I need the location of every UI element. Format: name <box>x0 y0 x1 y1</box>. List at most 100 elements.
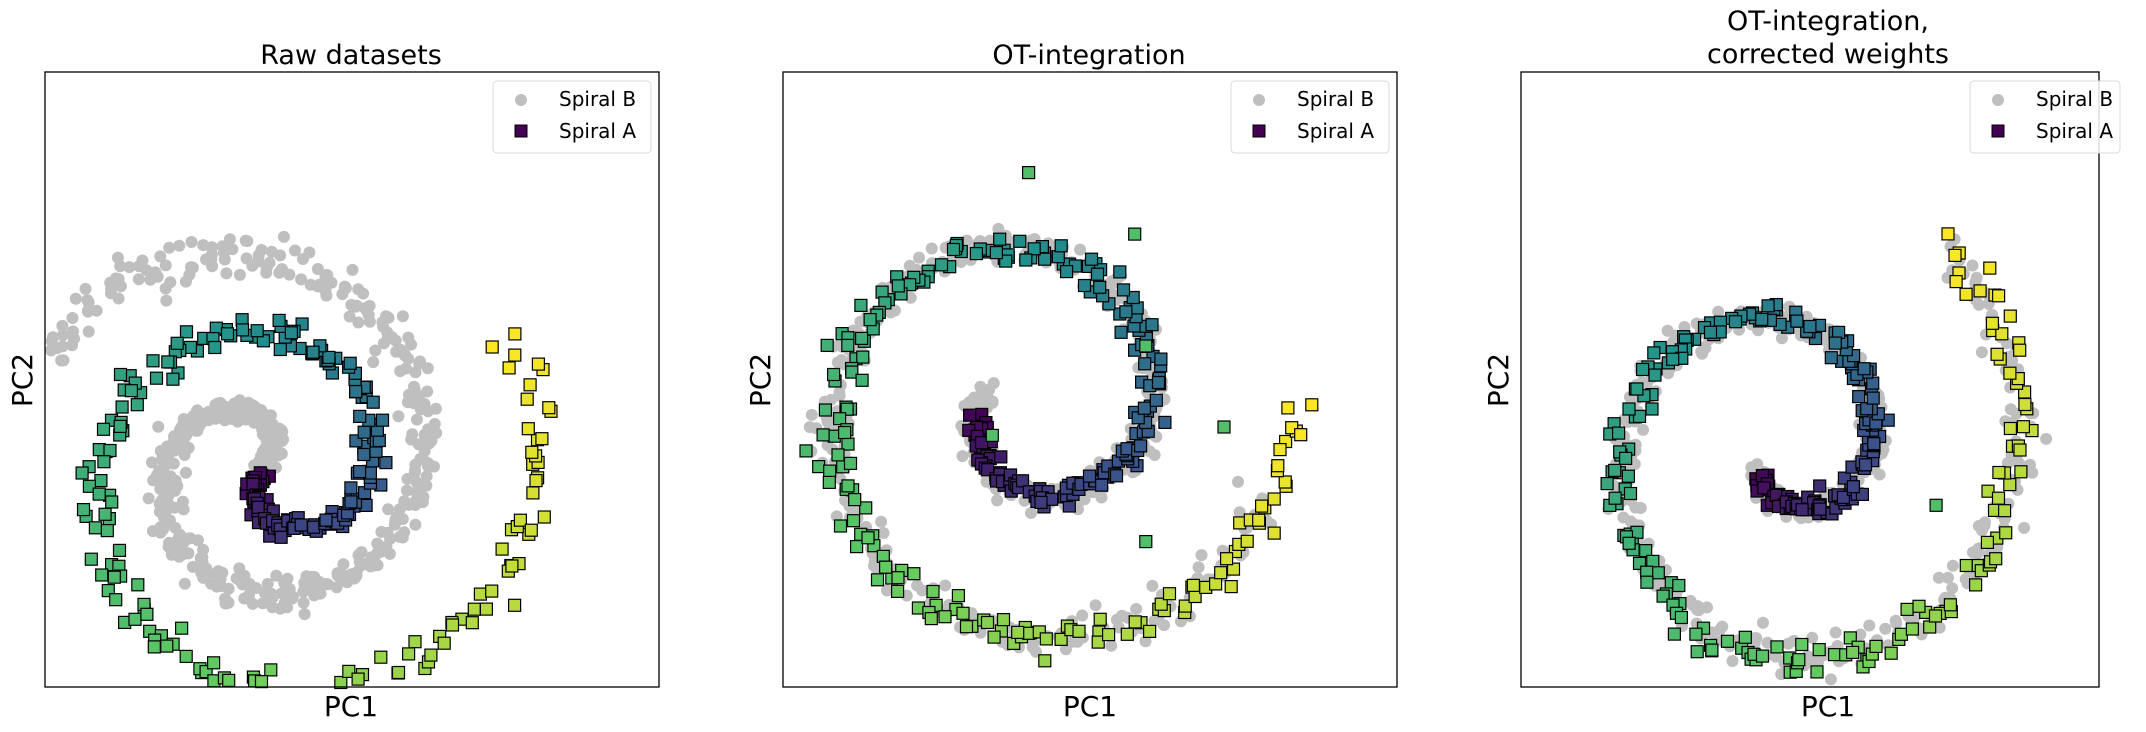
spiral-a-point <box>1128 615 1142 629</box>
spiral-a-point <box>1803 319 1817 334</box>
spiral-a-point <box>161 355 175 369</box>
spiral-a-point <box>1959 287 1973 301</box>
spiral-a-point <box>1208 577 1223 591</box>
spiral-a-point <box>1622 536 1636 550</box>
spiral-a-point <box>128 612 142 626</box>
spiral-b-point <box>396 513 409 525</box>
spiral-b-point <box>1726 655 1739 667</box>
spiral-b-point <box>240 252 253 265</box>
spiral-b-point <box>1942 571 1954 584</box>
legend: Spiral B Spiral A <box>492 80 652 154</box>
spiral-a-point <box>1813 502 1827 516</box>
spiral-a-point <box>1021 166 1036 180</box>
spiral-b-point <box>390 345 403 358</box>
spiral-a-point <box>95 568 109 582</box>
spiral-a-point <box>1101 627 1116 642</box>
legend-marker-spiral-b <box>1253 94 1265 106</box>
legend-box <box>1230 80 1390 154</box>
spiral-a-point <box>343 356 357 370</box>
spiral-b-point <box>123 261 136 274</box>
spiral-a-point <box>115 400 129 414</box>
spiral-b-point <box>90 304 103 317</box>
legend-marker-spiral-a <box>1252 124 1266 138</box>
spiral-b-point <box>1975 346 1988 359</box>
spiral-a-point <box>1667 627 1682 641</box>
spiral-a-point <box>854 298 868 312</box>
spiral-a-point <box>107 570 121 584</box>
spiral-a-point <box>1651 566 1665 580</box>
spiral-b-point <box>114 280 127 293</box>
spiral-a-point <box>1985 316 2000 330</box>
spiral-a-point <box>1039 632 1053 646</box>
spiral-a-point <box>146 354 160 368</box>
x-axis-label: PC1 <box>324 690 378 723</box>
spiral-a-point <box>535 432 549 446</box>
spiral-a-point <box>264 663 278 677</box>
spiral-a-point <box>84 552 98 566</box>
spiral-b-point <box>346 263 359 276</box>
spiral-a-point <box>1997 504 2012 518</box>
spiral-b-point <box>82 296 95 309</box>
spiral-b-point <box>371 546 384 559</box>
spiral-b-point <box>146 525 159 538</box>
spiral-b-point <box>145 269 158 282</box>
spiral-a-point <box>88 521 103 535</box>
spiral-a-point <box>1813 479 1827 493</box>
spiral-b-point <box>357 287 370 300</box>
spiral-b-point <box>177 503 190 516</box>
legend-label-spiral-b: Spiral B <box>559 87 636 111</box>
spiral-b-point <box>283 583 296 595</box>
spiral-a-point <box>1690 645 1704 659</box>
spiral-a-point <box>1116 283 1131 297</box>
spiral-b-point <box>1232 475 1244 488</box>
spiral-a-point <box>1705 643 1719 657</box>
spiral-a-point <box>1013 234 1027 248</box>
spiral-a-point <box>1869 639 1883 654</box>
spiral-b-point <box>265 245 278 258</box>
legend: Spiral B Spiral A <box>1230 80 1390 154</box>
spiral-b-point <box>281 601 293 614</box>
spiral-b-point <box>132 273 145 286</box>
spiral-b-point <box>186 560 199 573</box>
spiral-a-point <box>98 507 112 521</box>
spiral-a-point <box>357 425 371 439</box>
spiral-b-point <box>1662 367 1675 380</box>
spiral-a-point <box>1810 665 1824 679</box>
spiral-b-point <box>1854 628 1867 641</box>
legend-label-spiral-b: Spiral B <box>1297 87 1374 111</box>
spiral-b-point <box>1712 305 1725 318</box>
spiral-b-point <box>1071 635 1084 648</box>
spiral-a-point <box>820 338 834 352</box>
spiral-a-point <box>1214 566 1228 580</box>
spiral-a-point <box>1674 610 1689 625</box>
spiral-a-point <box>508 327 522 341</box>
spiral-a-point <box>1968 578 1983 592</box>
spiral-b-point <box>913 251 925 264</box>
spiral-a-point <box>1992 465 2006 480</box>
spiral-a-point <box>1824 351 1838 365</box>
legend: Spiral B Spiral A <box>1969 80 2121 154</box>
spiral-a-point <box>1090 267 1105 281</box>
spiral-a-point <box>799 444 813 458</box>
spiral-b-point <box>176 543 189 556</box>
spiral-a-point <box>1905 622 1920 636</box>
spiral-a-point <box>465 616 479 630</box>
spiral-b-point <box>1146 579 1159 592</box>
spiral-a-point <box>1094 478 1109 492</box>
spiral-a-point <box>1137 401 1152 415</box>
spiral-b-point <box>311 263 324 275</box>
panel-title: Raw datasets <box>260 40 442 71</box>
spiral-a-point <box>1623 486 1638 501</box>
spiral-a-point <box>962 408 977 422</box>
spiral-b-point <box>381 526 394 539</box>
spiral-a-point <box>1139 339 1153 353</box>
spiral-a-point <box>1757 481 1771 495</box>
legend-box <box>492 80 652 154</box>
spiral-a-point <box>542 401 556 415</box>
spiral-a-point <box>1941 227 1955 241</box>
spiral-a-point <box>1254 499 1269 513</box>
spiral-b-point <box>394 365 407 378</box>
spiral-b-point <box>405 338 418 351</box>
plot-area <box>1600 227 2053 686</box>
spiral-b-point <box>178 449 191 461</box>
